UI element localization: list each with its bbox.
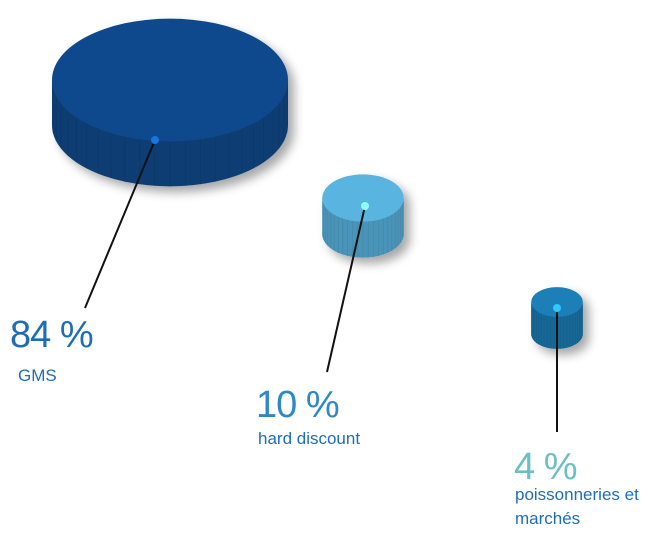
leader-dot	[553, 304, 561, 312]
category-label: GMS	[18, 366, 57, 385]
cap-top	[52, 18, 288, 142]
value-label: 84 %	[10, 314, 94, 356]
cap-top	[322, 174, 404, 222]
leader-dot	[151, 136, 159, 144]
cap-top	[531, 287, 583, 317]
leader-line	[326, 205, 366, 373]
leader-line	[84, 139, 156, 309]
value-label: 4 %	[514, 446, 577, 488]
leader-dot	[361, 202, 369, 210]
value-label: 10 %	[256, 384, 340, 426]
cap	[52, 18, 288, 187]
category-label: hard discount	[258, 429, 361, 448]
category-label: poissonneries et marchés	[515, 485, 639, 528]
cap	[322, 174, 404, 258]
